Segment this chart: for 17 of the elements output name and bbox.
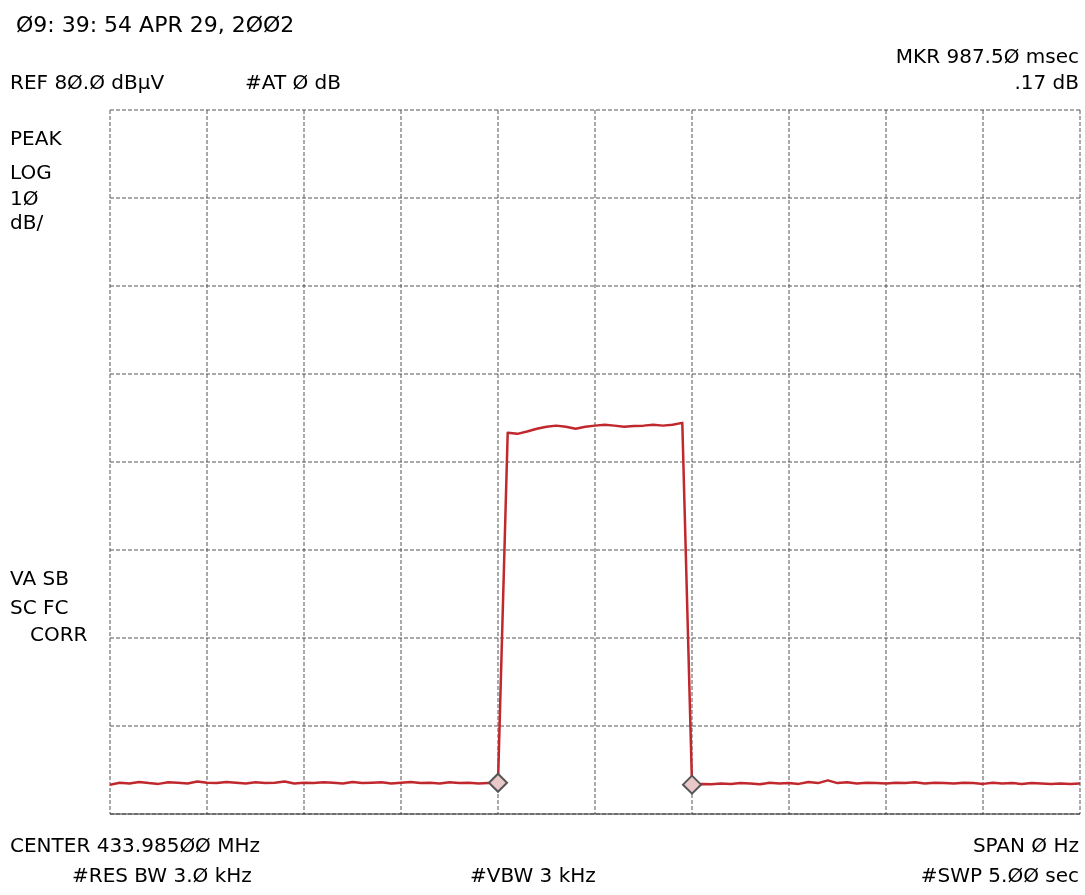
text: dB/ (10, 210, 44, 234)
text: LOG (10, 160, 52, 184)
text: PEAK (10, 126, 62, 150)
text: CORR (30, 622, 88, 646)
text: #AT Ø dB (245, 70, 341, 94)
text: 1Ø (10, 186, 39, 210)
text: SPAN Ø Hz (972, 833, 1079, 857)
text: REF 8Ø.Ø dBμV (10, 70, 165, 94)
chart-title: Ø9: 39: 54 APR 29, 2ØØ2 (16, 12, 295, 37)
text: #VBW 3 kHz (470, 863, 596, 887)
text: #SWP 5.ØØ sec (920, 863, 1079, 887)
text: SC FC (10, 595, 69, 619)
text: CENTER 433.985ØØ MHz (10, 833, 261, 857)
text: MKR 987.5Ø msec (895, 44, 1079, 68)
text: #RES BW 3.Ø kHz (72, 863, 252, 887)
text: .17 dB (1014, 70, 1079, 94)
text: VA SB (10, 566, 69, 590)
